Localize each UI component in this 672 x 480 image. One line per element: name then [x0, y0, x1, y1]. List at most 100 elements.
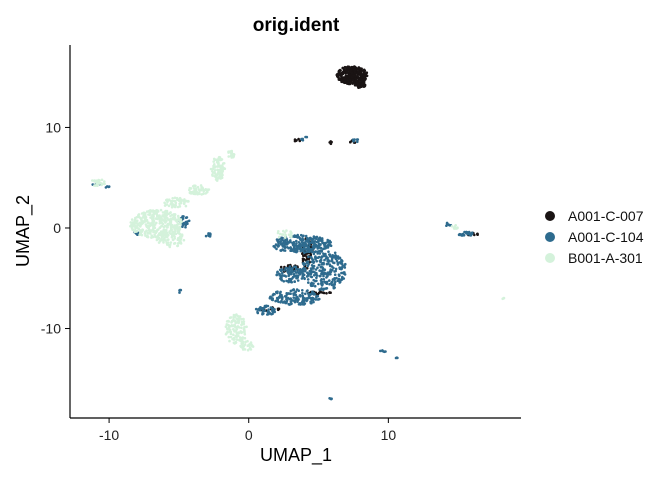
data-point: [172, 232, 176, 235]
data-point: [336, 263, 340, 266]
data-point: [356, 140, 359, 144]
data-point: [184, 204, 188, 208]
data-point: [290, 277, 294, 280]
data-point: [280, 278, 283, 281]
data-point: [291, 241, 294, 245]
data-point: [283, 236, 287, 239]
y-tick-label: 0: [53, 220, 61, 236]
data-point: [285, 299, 289, 302]
data-point: [129, 221, 133, 224]
legend-marker: [545, 253, 555, 263]
data-point: [331, 268, 334, 272]
data-point: [502, 296, 506, 300]
data-point: [154, 217, 158, 220]
data-point: [363, 78, 366, 82]
data-point: [139, 231, 142, 235]
data-point: [266, 313, 269, 316]
data-point: [301, 272, 305, 275]
data-point: [324, 287, 328, 290]
data-point: [445, 222, 449, 225]
data-point: [317, 282, 320, 286]
data-point: [337, 70, 341, 73]
data-point: [266, 304, 270, 308]
data-point: [338, 256, 342, 260]
data-point: [342, 271, 345, 275]
y-tick-label: -10: [41, 321, 61, 337]
data-point: [162, 241, 165, 244]
data-point: [318, 249, 321, 253]
data-point: [280, 293, 283, 297]
data-point: [139, 216, 142, 220]
data-point: [445, 224, 448, 227]
data-point: [107, 185, 110, 189]
data-point: [328, 291, 331, 295]
data-point: [309, 267, 313, 270]
data-point: [162, 225, 166, 229]
data-point: [147, 226, 150, 230]
data-point: [317, 244, 321, 247]
data-point: [281, 248, 284, 251]
data-point: [263, 309, 267, 313]
data-point: [295, 239, 298, 243]
data-point: [169, 211, 172, 214]
data-point: [305, 236, 309, 240]
data-point: [244, 340, 247, 344]
data-point: [473, 233, 476, 237]
data-point: [275, 247, 278, 251]
data-point: [137, 213, 140, 217]
data-point: [362, 85, 366, 88]
data-point: [155, 238, 159, 242]
data-point: [310, 260, 314, 264]
data-point: [314, 236, 318, 239]
data-point: [304, 292, 307, 296]
data-point: [184, 216, 188, 219]
data-point: [328, 243, 332, 247]
data-point: [288, 241, 291, 244]
data-point: [320, 269, 323, 273]
data-point: [166, 238, 169, 241]
data-point: [327, 273, 331, 276]
legend-label: B001-A-301: [568, 250, 643, 266]
data-point: [233, 319, 237, 323]
legend-marker: [545, 232, 555, 242]
data-point: [306, 260, 310, 264]
data-point: [331, 278, 335, 281]
data-point: [155, 209, 158, 212]
data-point: [188, 188, 191, 192]
data-point: [159, 208, 163, 212]
data-point: [327, 250, 330, 253]
data-point: [161, 211, 165, 214]
data-point: [152, 230, 155, 234]
data-point: [279, 240, 282, 243]
data-point: [299, 238, 303, 242]
data-point: [310, 264, 314, 267]
data-point: [348, 74, 352, 77]
data-point: [174, 224, 177, 228]
data-point: [173, 196, 177, 200]
data-point: [187, 219, 191, 223]
data-point: [296, 275, 299, 279]
data-point: [214, 178, 218, 181]
data-point: [319, 259, 323, 262]
data-point: [296, 236, 299, 239]
data-point: [322, 291, 326, 295]
data-point: [303, 277, 306, 281]
data-point: [340, 277, 344, 280]
data-point: [322, 287, 326, 291]
data-point: [184, 225, 187, 229]
data-point: [307, 257, 311, 261]
data-point: [231, 337, 234, 341]
data-point: [312, 240, 315, 244]
data-point: [176, 231, 180, 234]
data-point: [246, 348, 250, 352]
data-point: [362, 70, 366, 73]
data-point: [303, 267, 307, 271]
data-point: [295, 242, 298, 245]
data-point: [176, 224, 179, 228]
data-point: [323, 268, 327, 272]
data-point: [314, 268, 318, 271]
x-tick-label: 0: [245, 427, 253, 443]
data-point: [281, 271, 284, 275]
data-point: [95, 183, 99, 186]
